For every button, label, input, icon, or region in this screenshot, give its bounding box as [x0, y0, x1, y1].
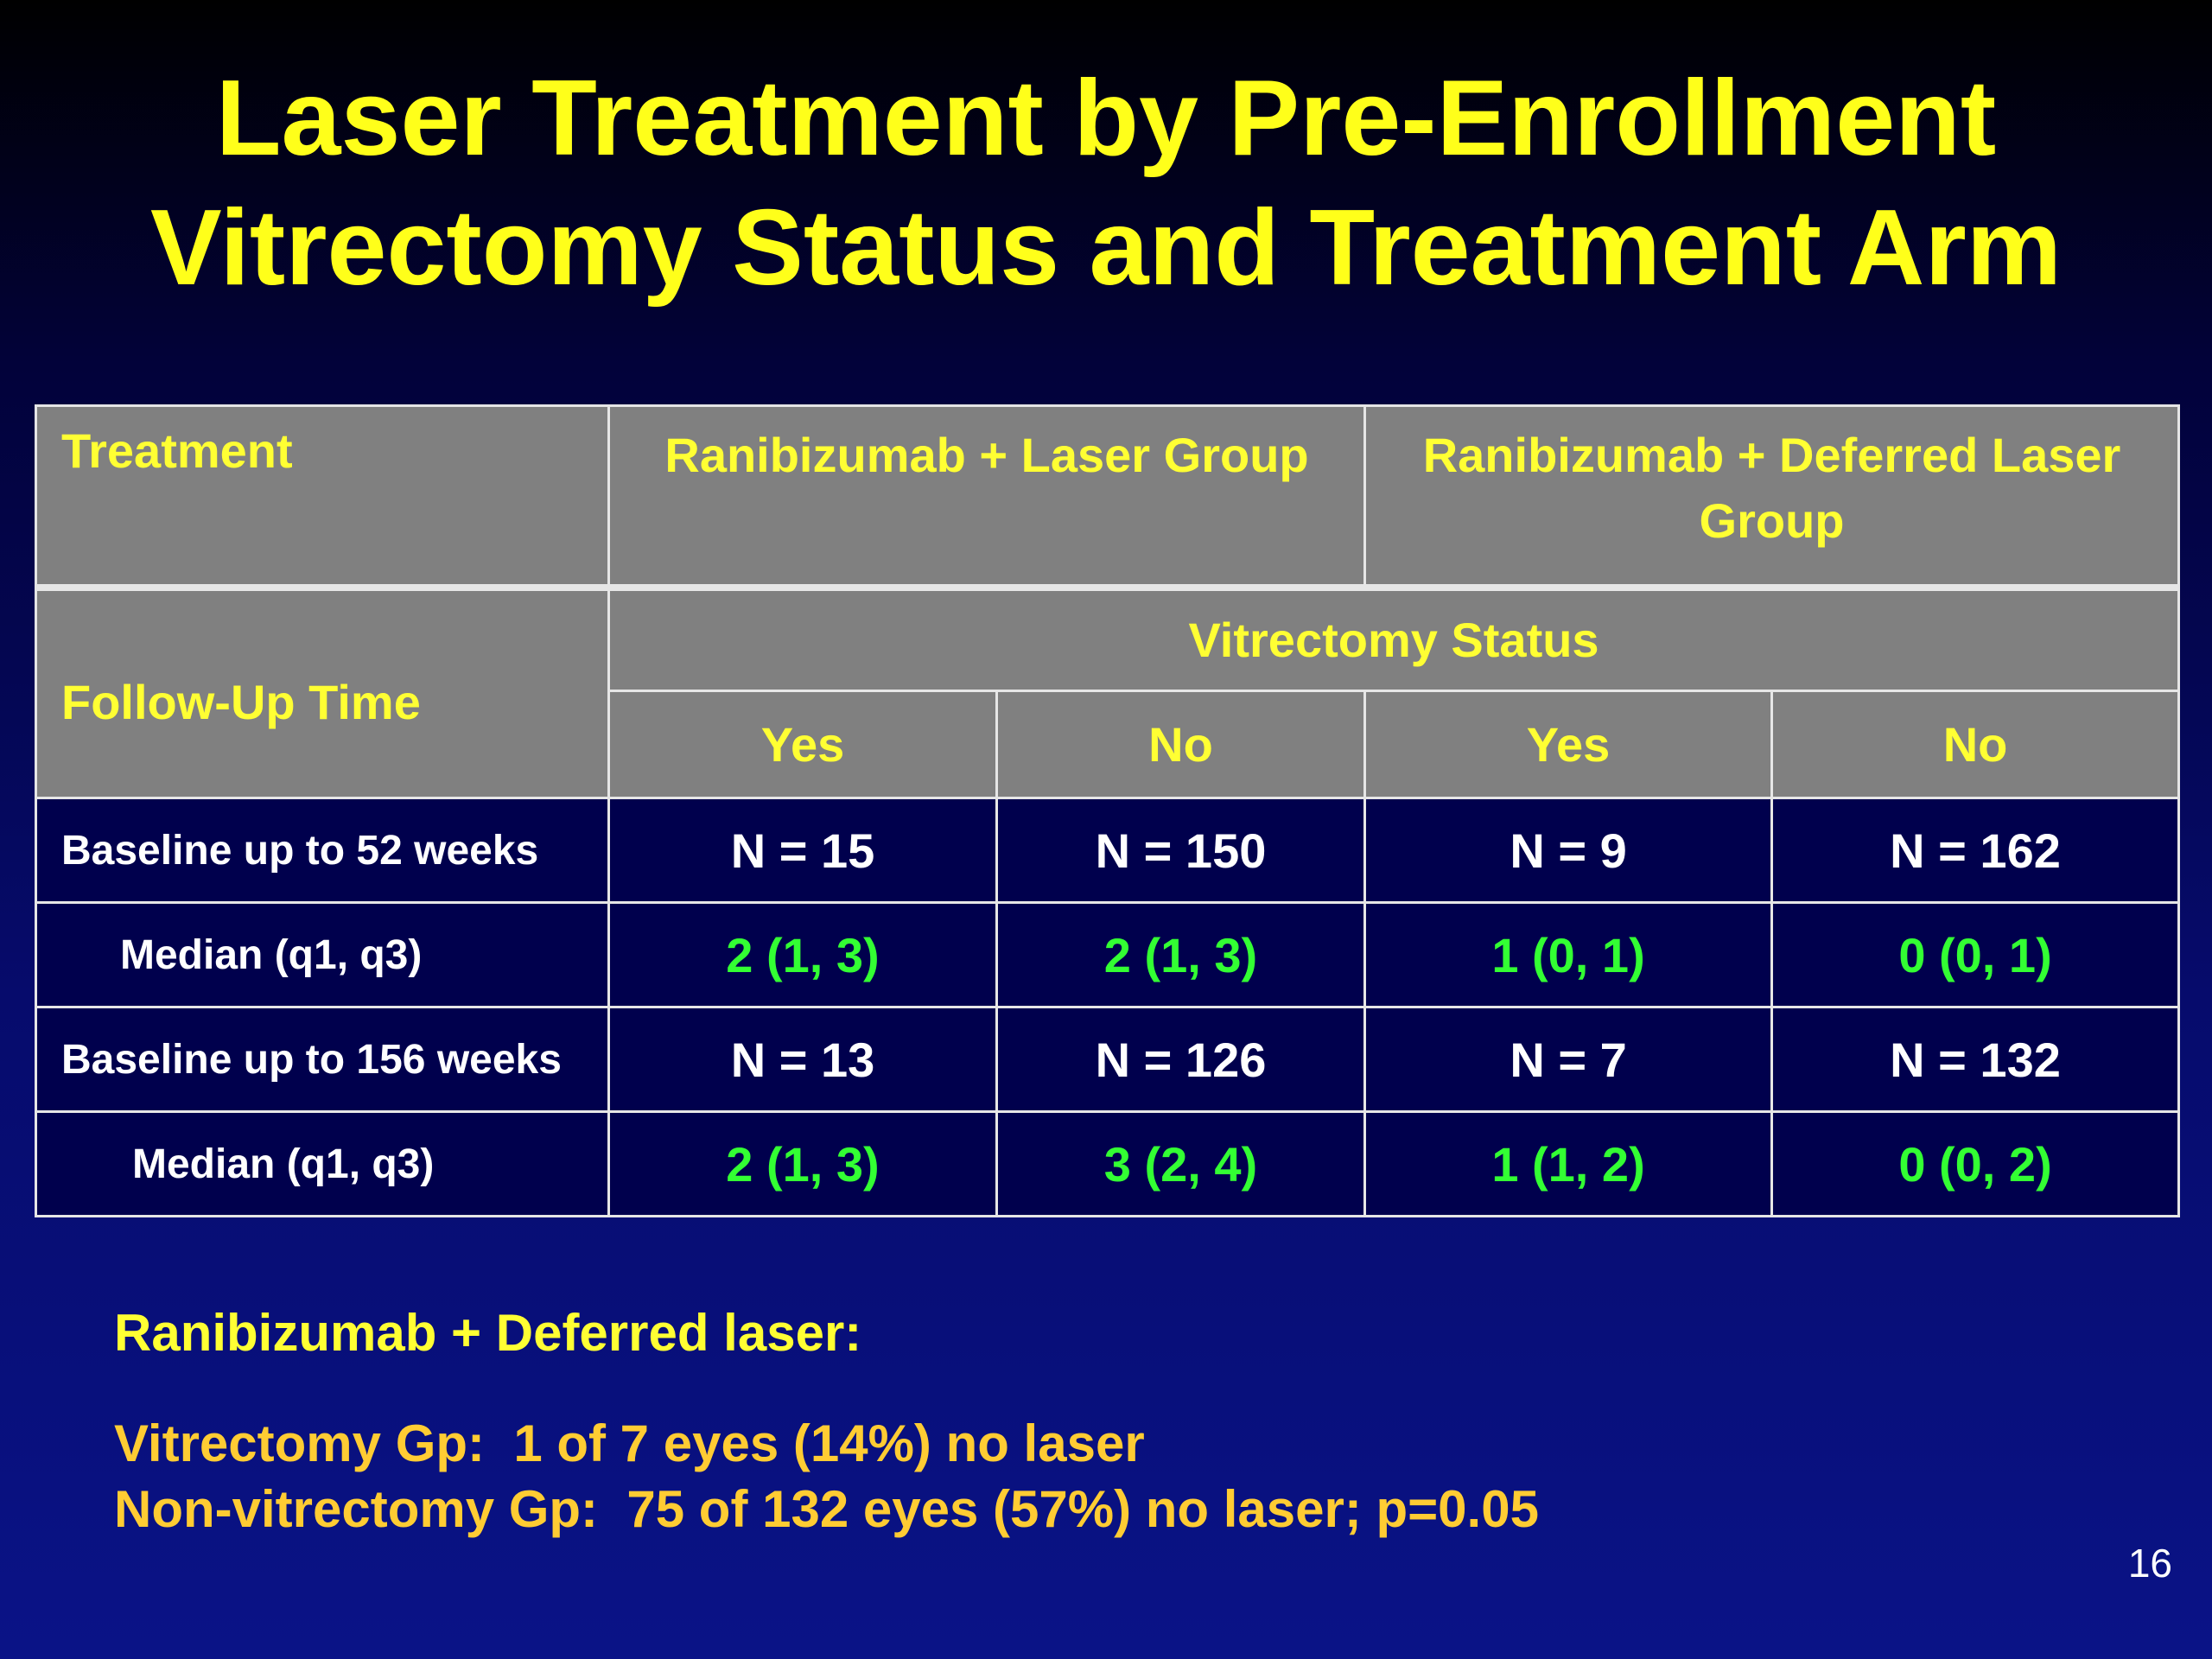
- table-row: Baseline up to 156 weeks N = 13 N = 126 …: [35, 1006, 2181, 1113]
- group1-header: Ranibizumab + Laser Group: [607, 404, 1367, 591]
- title-line-1: Laser Treatment by Pre-Enrollment: [215, 59, 1997, 178]
- n-cell: N = 150: [995, 797, 1367, 904]
- vitrectomy-status-header: Vitrectomy Status: [607, 586, 2181, 692]
- median-cell: 0 (0, 2): [1770, 1110, 2181, 1217]
- table-row: Baseline up to 52 weeks N = 15 N = 150 N…: [35, 797, 2181, 904]
- row-label: Baseline up to 52 weeks: [35, 797, 610, 904]
- table-row: Median (q1, q3) 2 (1, 3) 2 (1, 3) 1 (0, …: [35, 901, 2181, 1008]
- title-line-2: Vitrectomy Status and Treatment Arm: [150, 188, 2062, 308]
- n-cell: N = 15: [607, 797, 998, 904]
- status-columns-row: Yes No Yes No: [36, 690, 2181, 799]
- median-cell: 1 (0, 1): [1363, 901, 1774, 1008]
- status-column-header: Yes: [607, 690, 998, 799]
- median-cell: 3 (2, 4): [995, 1110, 1367, 1217]
- median-cell: 1 (1, 2): [1363, 1110, 1774, 1217]
- status-column-header: No: [995, 690, 1367, 799]
- row-label: Median (q1, q3): [35, 901, 610, 1008]
- treatment-header: Treatment: [35, 404, 610, 591]
- notes-line-vitrectomy: Vitrectomy Gp: 1 of 7 eyes (14%) no lase…: [114, 1414, 1145, 1472]
- laser-treatment-table: Treatment Ranibizumab + Laser Group Rani…: [35, 404, 2181, 1217]
- n-cell: N = 7: [1363, 1006, 1774, 1113]
- group2-header: Ranibizumab + Deferred Laser Group: [1363, 404, 2181, 591]
- row-label: Median (q1, q3): [35, 1110, 610, 1217]
- n-cell: N = 9: [1363, 797, 1774, 904]
- table-header-row: Treatment Ranibizumab + Laser Group Rani…: [35, 404, 2181, 591]
- followup-header: Follow-Up Time: [35, 586, 610, 799]
- n-cell: N = 162: [1770, 797, 2181, 904]
- median-cell: 2 (1, 3): [607, 1110, 998, 1217]
- median-cell: 0 (0, 1): [1770, 901, 2181, 1008]
- n-cell: N = 126: [995, 1006, 1367, 1113]
- notes-heading: Ranibizumab + Deferred laser:: [114, 1304, 862, 1362]
- page-number: 16: [2127, 1541, 2172, 1586]
- status-column-header: Yes: [1363, 690, 1774, 799]
- n-cell: N = 132: [1770, 1006, 2181, 1113]
- median-cell: 2 (1, 3): [995, 901, 1367, 1008]
- n-cell: N = 13: [607, 1006, 998, 1113]
- table-row: Median (q1, q3) 2 (1, 3) 3 (2, 4) 1 (1, …: [35, 1110, 2181, 1217]
- notes-line-non-vitrectomy: Non-vitrectomy Gp: 75 of 132 eyes (57%) …: [114, 1480, 1539, 1538]
- row-label: Baseline up to 156 weeks: [35, 1006, 610, 1113]
- median-cell: 2 (1, 3): [607, 901, 998, 1008]
- slide-title: Laser Treatment by Pre-Enrollment Vitrec…: [0, 54, 2212, 313]
- vitrectomy-status-row: Follow-Up Time Vitrectomy Status: [35, 586, 2181, 799]
- status-column-header: No: [1770, 690, 2181, 799]
